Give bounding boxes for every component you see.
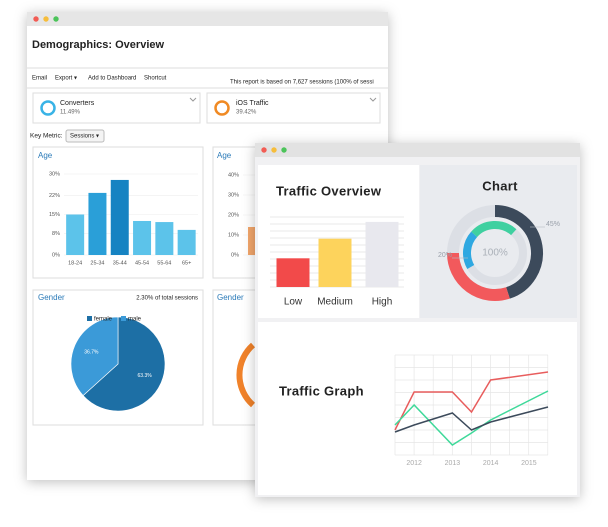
donut-segment (463, 231, 478, 269)
segment-icon (40, 100, 56, 116)
y-tick-label: 22% (49, 193, 60, 199)
segment-value: 11.49% (60, 110, 81, 116)
segment-name: Converters (60, 100, 95, 107)
maximize-dot[interactable] (53, 16, 59, 22)
title-bar (255, 143, 580, 157)
segment-icon (214, 100, 230, 116)
panel-title: Age (217, 151, 232, 160)
page-title: Demographics: Overview (32, 39, 164, 51)
panel-title: Chart (482, 178, 518, 193)
value-label: 45% (546, 221, 560, 228)
donut-segment (494, 205, 543, 299)
x-tick-label: 25-34 (90, 260, 104, 266)
bar (276, 258, 310, 287)
partial-pie (236, 342, 256, 408)
legend-label: female (94, 317, 113, 323)
y-tick-label: 30% (49, 171, 60, 177)
slice-label: 63.3% (138, 373, 153, 379)
x-tick-label: 55-64 (157, 260, 171, 266)
line-series (394, 371, 549, 431)
y-tick-label: 15% (49, 212, 60, 218)
front-charts: Low Medium High 45% 20% 100% 2012 2013 2014 2015 (270, 205, 560, 467)
donut-segment (471, 221, 517, 238)
bar (177, 229, 196, 255)
panel-title: Traffic Overview (276, 183, 382, 198)
x-tick-label: 18-24 (68, 260, 82, 266)
y-tick-label: 8% (52, 231, 60, 237)
bar (110, 179, 129, 255)
donut-segment (447, 252, 510, 301)
segment-box[interactable] (206, 92, 381, 124)
title-bar (27, 12, 388, 26)
minimize-dot[interactable] (271, 147, 277, 153)
segment-value: 39.42% (236, 110, 257, 116)
select-value[interactable]: Sessions ▾ (70, 134, 99, 140)
close-dot[interactable] (261, 147, 267, 153)
center-label: 100% (482, 248, 508, 259)
legend-swatch (121, 316, 126, 321)
pie-slice (70, 316, 119, 396)
x-tick-label: High (372, 297, 393, 308)
close-dot[interactable] (33, 16, 39, 22)
maximize-dot[interactable] (281, 147, 287, 153)
x-tick-label: 2012 (406, 460, 422, 467)
segment-name: iOS Traffic (236, 100, 269, 107)
report-note: This report is based on 7,627 sessions (… (230, 80, 374, 86)
bar (88, 192, 107, 255)
line-series (394, 406, 549, 433)
panel-title: Age (38, 151, 53, 160)
pie-slice (82, 316, 166, 412)
y-tick-label: 0% (231, 252, 239, 258)
legend-swatch (87, 316, 92, 321)
toolbar-item[interactable]: Shortcut (144, 76, 167, 82)
x-tick-label: 65+ (182, 260, 191, 266)
panel-note: 2.30% of total sessions (136, 296, 198, 302)
toolbar-item[interactable]: Add to Dashboard (88, 76, 136, 82)
toolbar-item[interactable]: Email (32, 76, 47, 82)
y-tick-label: 20% (228, 212, 239, 218)
bar (66, 214, 85, 255)
minimize-dot[interactable] (43, 16, 49, 22)
y-tick-label: 0% (52, 252, 60, 258)
front-window: Traffic Overview Chart Traffic Graph Low… (255, 143, 580, 497)
x-tick-label: 2014 (483, 460, 499, 467)
key-metric-label: Key Metric: (30, 133, 63, 140)
segment-box[interactable] (32, 92, 201, 124)
chevron (369, 97, 377, 102)
x-tick-label: Medium (317, 297, 353, 308)
bar (365, 221, 399, 287)
x-tick-label: 2015 (521, 460, 537, 467)
line-series (394, 390, 549, 446)
back-charts: 0% 8% 15% 22% 30% 18-24 25-34 35-44 45-54 55-64 65… (49, 171, 380, 412)
y-tick-label: 40% (228, 172, 239, 178)
toolbar-item[interactable]: Export ▾ (55, 76, 77, 82)
value-label: 20% (438, 252, 452, 259)
bar (318, 238, 352, 287)
y-tick-label: 30% (228, 192, 239, 198)
x-tick-label: Low (284, 297, 303, 308)
slice-label: 36.7% (84, 350, 99, 356)
x-tick-label: 2013 (445, 460, 461, 467)
panel-title: Gender (38, 293, 65, 302)
legend-label: male (128, 317, 142, 323)
bar (155, 222, 174, 255)
x-tick-label: 35-44 (113, 260, 127, 266)
y-tick-label: 10% (228, 232, 239, 238)
bar (133, 220, 152, 255)
panel-title: Gender (217, 293, 244, 302)
select-box[interactable] (65, 129, 105, 143)
x-tick-label: 45-54 (135, 260, 149, 266)
panel-title: Traffic Graph (279, 383, 364, 398)
chevron (189, 97, 197, 102)
